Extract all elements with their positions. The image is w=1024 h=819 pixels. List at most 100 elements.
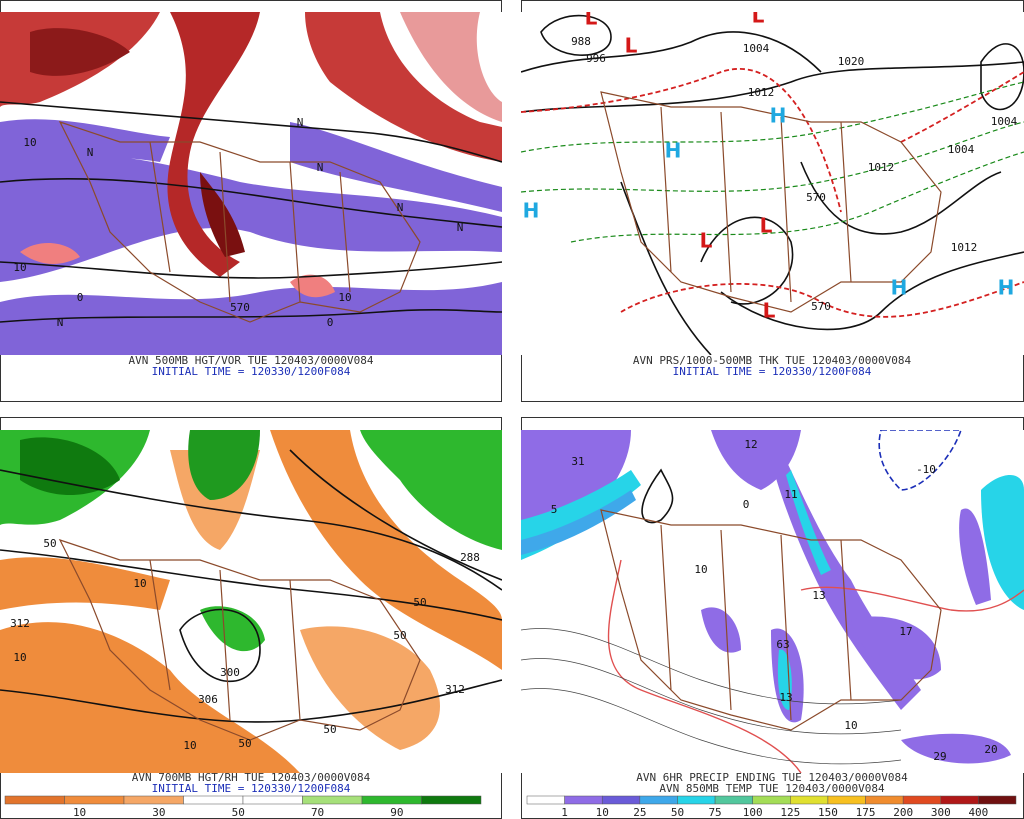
pressure-center: L (625, 34, 638, 58)
contour-label: 0 (743, 498, 750, 511)
contour-label: 570 (230, 301, 250, 314)
colorbar-swatch (677, 795, 716, 805)
contour-label: 10 (13, 261, 26, 274)
colorbar-label: 150 (818, 806, 838, 819)
contour-label: N (297, 116, 304, 129)
contour-label: 570 (811, 300, 831, 313)
colorbar-swatch (123, 795, 184, 805)
colorbar-label: 400 (968, 806, 988, 819)
pressure-center: L (760, 214, 773, 238)
contour-label: 20 (984, 743, 997, 756)
contour-label: 50 (43, 537, 56, 550)
contour-label: 988 (571, 35, 591, 48)
panel-title: AVN 500MB HGT/VOR TUE 120403/0000V084 (128, 354, 373, 367)
colorbar-swatch (421, 795, 482, 805)
contour-label: 1012 (868, 161, 895, 174)
colorbar-swatch (64, 795, 125, 805)
colorbar-swatch (526, 795, 565, 805)
contour-label: N (87, 146, 94, 159)
colorbar-label: 100 (743, 806, 763, 819)
pressure-center: L (752, 4, 765, 28)
contour-label: 10 (183, 739, 196, 752)
pressure-center: H (998, 276, 1015, 300)
colorbar-label: 10 (596, 806, 609, 819)
panel-subtitle: AVN 850MB TEMP TUE 120403/0000V084 (659, 782, 885, 795)
colorbar-label: 300 (931, 806, 951, 819)
colorbar-swatch (790, 795, 829, 805)
contour-label: 1012 (748, 86, 775, 99)
colorbar-swatch (827, 795, 866, 805)
contour-label: 50 (413, 596, 426, 609)
colorbar-swatch (242, 795, 303, 805)
contour-label: 12 (744, 438, 757, 451)
colorbar-swatch (183, 795, 244, 805)
contour-label: 29 (933, 750, 946, 763)
map-700mb: 312 50 10 288 300 50 50 312 10 306 50 50 10 (0, 430, 502, 773)
colorbar-swatch (865, 795, 904, 805)
map-precip: 31 5 12 11 13 17 63 13 10 29 20 -10 0 10 (521, 430, 1024, 773)
panel-title: AVN PRS/1000-500MB THK TUE 120403/0000V0… (633, 354, 912, 367)
panel-title: AVN 700MB HGT/RH TUE 120403/0000V084 (132, 771, 371, 784)
colorbar-label: 10 (73, 806, 86, 819)
colorbar-swatch (601, 795, 641, 805)
colorbar-label: 90 (390, 806, 403, 819)
contour-label: 0 (77, 291, 84, 304)
contour-label: 306 (198, 693, 218, 706)
panel-subtitle: INITIAL TIME = 120330/1200F084 (673, 365, 872, 378)
pressure-center: L (585, 6, 598, 30)
contour-label: 13 (779, 691, 792, 704)
colorbar-label: 175 (856, 806, 876, 819)
contour-label: N (57, 316, 64, 329)
panel-subtitle: INITIAL TIME = 120330/1200F084 (152, 365, 351, 378)
colorbar-label: 25 (633, 806, 646, 819)
colorbar-label: 1 (561, 806, 568, 819)
contour-label: 10 (13, 651, 26, 664)
colorbar-swatch (4, 795, 65, 805)
colorbar-swatch (302, 795, 363, 805)
colorbar-swatch (978, 795, 1017, 805)
colorbar-label: 50 (671, 806, 684, 819)
colorbar-swatch (361, 795, 422, 805)
contour-label: 1012 (951, 241, 978, 254)
contour-label: N (317, 161, 324, 174)
contour-label: 312 (445, 683, 465, 696)
contour-label: 570 (806, 191, 826, 204)
contour-label: N (397, 201, 404, 214)
contour-label: 5 (551, 503, 558, 516)
pressure-center: H (891, 276, 908, 300)
contour-label: 10 (338, 291, 351, 304)
contour-label: 300 (220, 666, 240, 679)
colorbar-swatch (714, 795, 753, 805)
contour-label: 288 (460, 551, 480, 564)
contour-label: -10 (916, 463, 936, 476)
colorbar-swatch (752, 795, 791, 805)
colorbar-swatch (902, 795, 942, 805)
contour-label: 50 (238, 737, 251, 750)
panel-title: AVN 6HR PRECIP ENDING TUE 120403/0000V08… (636, 771, 908, 784)
contour-label: 10 (844, 719, 857, 732)
pressure-center: L (763, 299, 776, 323)
panel-subtitle: INITIAL TIME = 120330/1200F084 (152, 782, 351, 795)
pressure-center: H (770, 104, 787, 128)
pressure-center: H (665, 139, 682, 163)
colorbar-label: 70 (311, 806, 324, 819)
contour-label: 1020 (838, 55, 865, 68)
contour-label: 1004 (948, 143, 975, 156)
colorbar-label: 30 (152, 806, 165, 819)
contour-label: 50 (393, 629, 406, 642)
contour-label: 10 (23, 136, 36, 149)
pressure-center: L (700, 229, 713, 253)
contour-label: 0 (327, 316, 334, 329)
contour-label: 10 (694, 563, 707, 576)
colorbar-label: 125 (780, 806, 800, 819)
contour-label: 10 (133, 577, 146, 590)
contour-label: 63 (776, 638, 789, 651)
contour-label: 1004 (991, 115, 1018, 128)
pressure-center: H (523, 199, 540, 223)
colorbar-label: 50 (232, 806, 245, 819)
contour-label: N (457, 221, 464, 234)
contour-label: 50 (323, 723, 336, 736)
colorbar-swatch (940, 795, 979, 805)
